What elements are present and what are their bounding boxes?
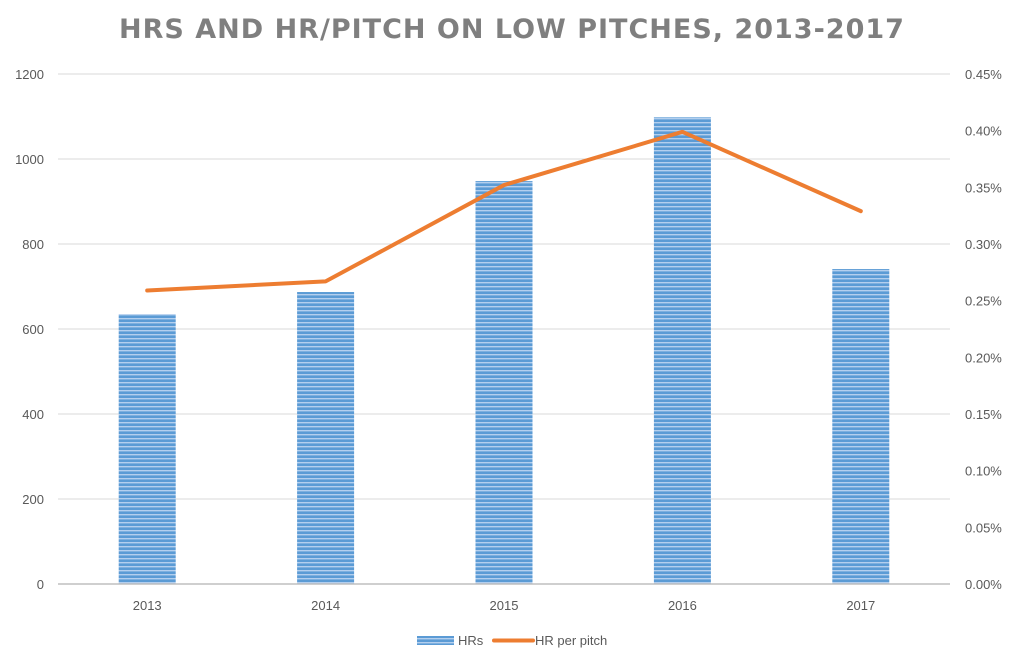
y-tick-label: 200 [22, 492, 44, 507]
y2-tick-label: 0.15% [965, 407, 1002, 422]
y-tick-label: 600 [22, 322, 44, 337]
legend-label-hr-per-pitch: HR per pitch [535, 633, 607, 648]
x-tick-label: 2015 [490, 598, 519, 613]
y2-tick-label: 0.00% [965, 577, 1002, 592]
x-tick-label: 2017 [846, 598, 875, 613]
y2-tick-label: 0.35% [965, 180, 1002, 195]
y2-tick-label: 0.20% [965, 350, 1002, 365]
y2-tick-label: 0.40% [965, 124, 1002, 139]
y-tick-label: 400 [22, 407, 44, 422]
bar-hrs-2015 [475, 181, 533, 584]
bar-hrs-2014 [297, 292, 355, 584]
y2-tick-label: 0.25% [965, 294, 1002, 309]
y-tick-label: 1200 [15, 67, 44, 82]
line-series [145, 129, 863, 293]
legend-label-hrs: HRs [458, 633, 484, 648]
x-tick-label: 2014 [311, 598, 340, 613]
y2-tick-label: 0.10% [965, 464, 1002, 479]
left-axis: 0 200 400 600 800 1000 1200 [15, 67, 44, 592]
x-tick-label: 2013 [133, 598, 162, 613]
x-tick-label: 2016 [668, 598, 697, 613]
y-tick-label: 0 [37, 577, 44, 592]
right-axis: 0.00% 0.05% 0.10% 0.15% 0.20% 0.25% 0.30% 0.35%… [965, 67, 1002, 592]
y-tick-label: 1000 [15, 152, 44, 167]
x-axis: 2013 2014 2015 2016 2017 [133, 598, 876, 613]
bar-hrs-2016 [653, 117, 711, 584]
y2-tick-label: 0.05% [965, 520, 1002, 535]
legend-swatch-hrs [417, 636, 454, 645]
legend: HRs HR per pitch [417, 633, 607, 648]
y2-tick-label: 0.45% [965, 67, 1002, 82]
y-tick-label: 800 [22, 237, 44, 252]
bar-hrs-2017 [832, 269, 890, 584]
y2-tick-label: 0.30% [965, 237, 1002, 252]
chart-title: HRS AND HR/PITCH ON LOW PITCHES, 2013-20… [119, 14, 905, 45]
bar-hrs-2013 [118, 314, 176, 584]
bar-series [118, 117, 890, 584]
